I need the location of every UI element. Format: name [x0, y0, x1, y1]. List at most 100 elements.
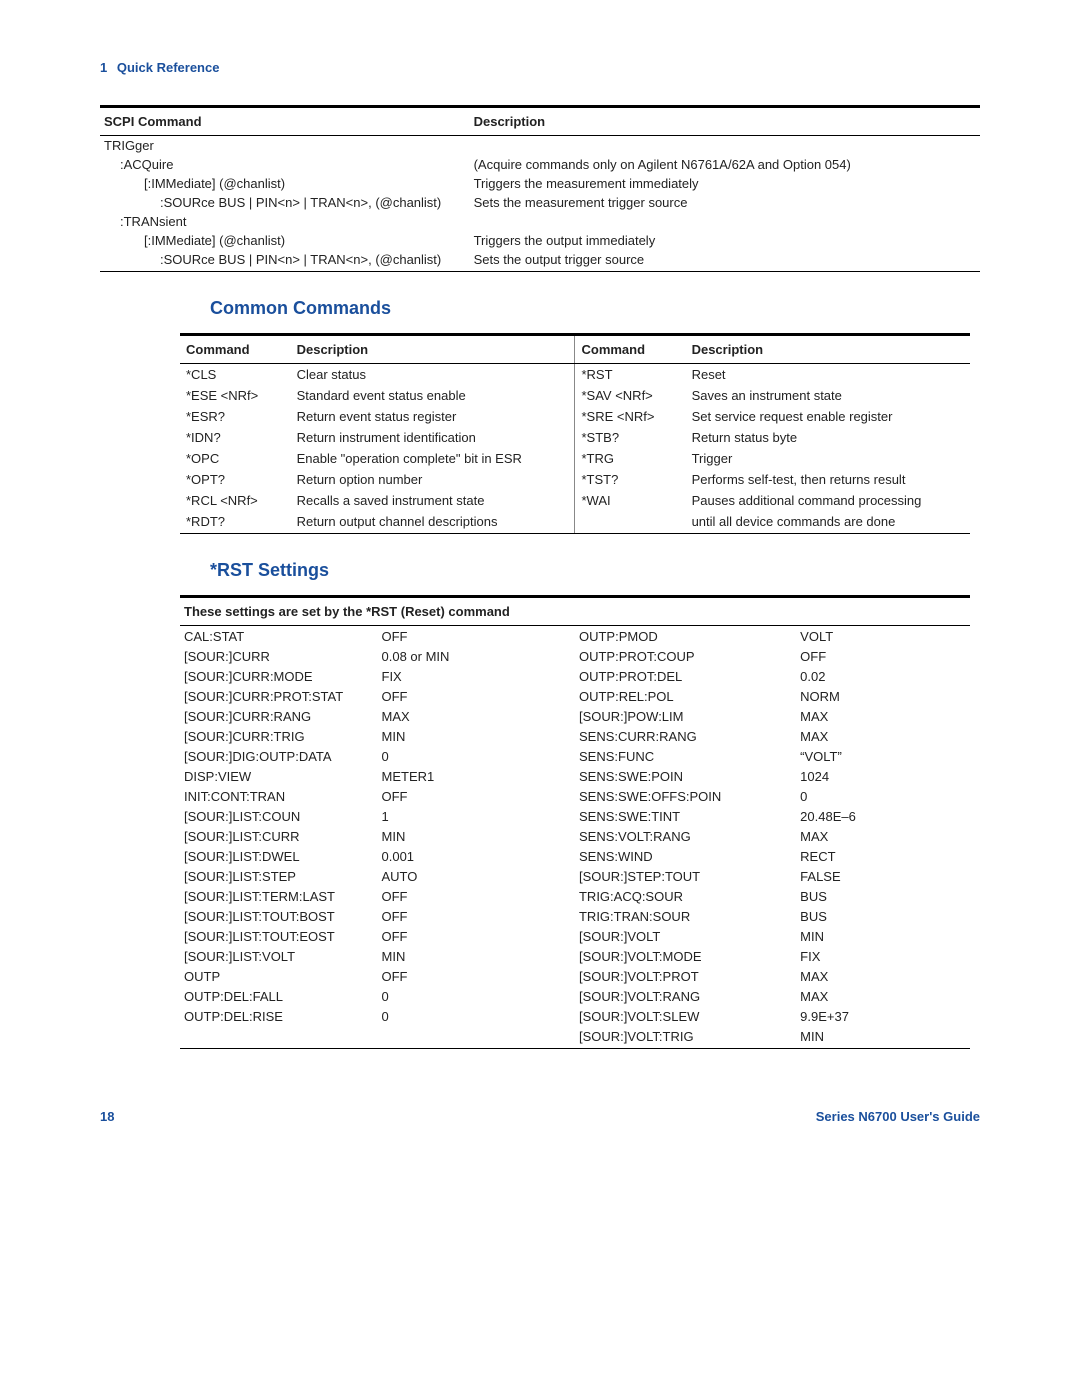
setting-cell: [SOUR:]STEP:TOUT: [575, 866, 796, 886]
scpi-description: Sets the output trigger source: [470, 250, 980, 272]
doc-title: Series N6700 User's Guide: [816, 1109, 980, 1124]
desc-cell: Return event status register: [291, 406, 575, 427]
spacer: [520, 786, 575, 806]
value-cell: OFF: [378, 686, 520, 706]
scpi-command: :TRANsient: [104, 214, 186, 229]
spacer: [520, 646, 575, 666]
desc-cell: Standard event status enable: [291, 385, 575, 406]
setting-cell: OUTP:REL:POL: [575, 686, 796, 706]
scpi-command-table: SCPI Command Description TRIGger:ACQuire…: [100, 105, 980, 272]
value-cell: BUS: [796, 886, 970, 906]
desc-cell: Return status byte: [686, 427, 970, 448]
spacer: [520, 886, 575, 906]
spacer: [520, 686, 575, 706]
setting-cell: SENS:SWE:POIN: [575, 766, 796, 786]
spacer: [520, 866, 575, 886]
setting-cell: OUTP: [180, 966, 378, 986]
cmd-cell: *ESR?: [180, 406, 291, 427]
col-header-command: Command: [180, 335, 291, 364]
col-header-command: Command: [575, 335, 686, 364]
value-cell: 0.02: [796, 666, 970, 686]
spacer: [520, 906, 575, 926]
setting-cell: [SOUR:]VOLT:RANG: [575, 986, 796, 1006]
setting-cell: [SOUR:]CURR: [180, 646, 378, 666]
rst-settings-table: These settings are set by the *RST (Rese…: [180, 595, 970, 1049]
page-footer: 18 Series N6700 User's Guide: [100, 1109, 980, 1124]
cmd-cell: *OPT?: [180, 469, 291, 490]
scpi-command: :SOURce BUS | PIN<n> | TRAN<n>, (@chanli…: [104, 195, 441, 210]
setting-cell: [SOUR:]CURR:MODE: [180, 666, 378, 686]
value-cell: 0: [378, 1006, 520, 1026]
value-cell: FALSE: [796, 866, 970, 886]
scpi-description: (Acquire commands only on Agilent N6761A…: [470, 155, 980, 174]
scpi-command: :SOURce BUS | PIN<n> | TRAN<n>, (@chanli…: [104, 252, 441, 267]
setting-cell: OUTP:PROT:DEL: [575, 666, 796, 686]
chapter-title: Quick Reference: [117, 60, 220, 75]
scpi-command: :ACQuire: [104, 157, 173, 172]
value-cell: MAX: [796, 826, 970, 846]
col-header-description: Description: [291, 335, 575, 364]
cmd-cell: [575, 511, 686, 534]
value-cell: 1: [378, 806, 520, 826]
desc-cell: Pauses additional command processing: [686, 490, 970, 511]
setting-cell: TRIG:ACQ:SOUR: [575, 886, 796, 906]
setting-cell: OUTP:PMOD: [575, 626, 796, 647]
value-cell: OFF: [378, 966, 520, 986]
value-cell: 0.08 or MIN: [378, 646, 520, 666]
scpi-command: TRIGger: [104, 138, 154, 153]
value-cell: FIX: [378, 666, 520, 686]
spacer: [520, 706, 575, 726]
desc-cell: Saves an instrument state: [686, 385, 970, 406]
value-cell: RECT: [796, 846, 970, 866]
value-cell: MIN: [796, 1026, 970, 1048]
cmd-cell: *RDT?: [180, 511, 291, 534]
desc-cell: Trigger: [686, 448, 970, 469]
value-cell: 0: [378, 746, 520, 766]
scpi-description: Triggers the output immediately: [470, 231, 980, 250]
setting-cell: [SOUR:]VOLT:SLEW: [575, 1006, 796, 1026]
value-cell: 1024: [796, 766, 970, 786]
cmd-cell: *CLS: [180, 364, 291, 386]
desc-cell: Set service request enable register: [686, 406, 970, 427]
cmd-cell: *WAI: [575, 490, 686, 511]
spacer: [520, 806, 575, 826]
spacer: [520, 966, 575, 986]
setting-cell: INIT:CONT:TRAN: [180, 786, 378, 806]
value-cell: MIN: [378, 726, 520, 746]
value-cell: NORM: [796, 686, 970, 706]
section-title-rst: *RST Settings: [210, 560, 980, 581]
chapter-number: 1: [100, 60, 107, 75]
desc-cell: Enable "operation complete" bit in ESR: [291, 448, 575, 469]
common-commands-table: Command Description Command Description …: [180, 333, 970, 534]
spacer: [520, 946, 575, 966]
rst-table-header: These settings are set by the *RST (Rese…: [180, 597, 970, 626]
setting-cell: [SOUR:]LIST:TOUT:BOST: [180, 906, 378, 926]
value-cell: OFF: [378, 926, 520, 946]
value-cell: MAX: [796, 986, 970, 1006]
value-cell: MAX: [796, 726, 970, 746]
value-cell: 0: [796, 786, 970, 806]
value-cell: FIX: [796, 946, 970, 966]
cmd-cell: *STB?: [575, 427, 686, 448]
value-cell: MIN: [378, 826, 520, 846]
value-cell: MAX: [378, 706, 520, 726]
setting-cell: SENS:SWE:OFFS:POIN: [575, 786, 796, 806]
setting-cell: OUTP:DEL:RISE: [180, 1006, 378, 1026]
value-cell: VOLT: [796, 626, 970, 647]
setting-cell: OUTP:PROT:COUP: [575, 646, 796, 666]
spacer: [520, 746, 575, 766]
setting-cell: [SOUR:]VOLT:MODE: [575, 946, 796, 966]
spacer: [520, 766, 575, 786]
setting-cell: CAL:STAT: [180, 626, 378, 647]
setting-cell: SENS:WIND: [575, 846, 796, 866]
value-cell: MIN: [796, 926, 970, 946]
cmd-cell: *ESE <NRf>: [180, 385, 291, 406]
setting-cell: [SOUR:]DIG:OUTP:DATA: [180, 746, 378, 766]
setting-cell: SENS:VOLT:RANG: [575, 826, 796, 846]
scpi-description: [470, 136, 980, 156]
spacer: [520, 846, 575, 866]
section-title-common: Common Commands: [210, 298, 980, 319]
cmd-cell: *RCL <NRf>: [180, 490, 291, 511]
setting-cell: SENS:CURR:RANG: [575, 726, 796, 746]
spacer: [520, 926, 575, 946]
